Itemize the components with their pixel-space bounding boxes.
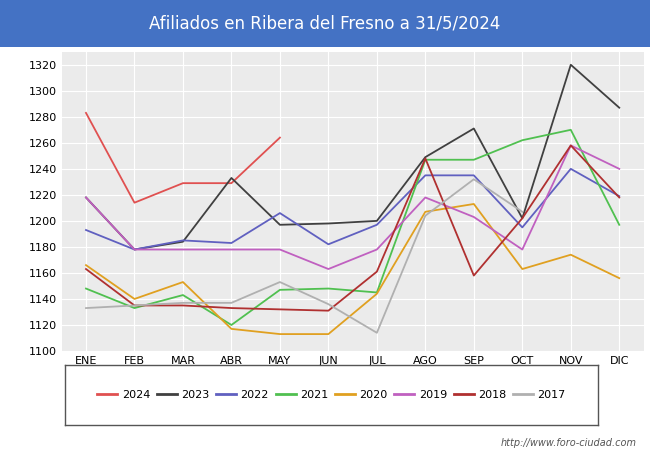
Text: http://www.foro-ciudad.com: http://www.foro-ciudad.com	[501, 438, 637, 448]
Text: Afiliados en Ribera del Fresno a 31/5/2024: Afiliados en Ribera del Fresno a 31/5/20…	[150, 14, 500, 33]
Legend: 2024, 2023, 2022, 2021, 2020, 2019, 2018, 2017: 2024, 2023, 2022, 2021, 2020, 2019, 2018…	[93, 385, 570, 405]
